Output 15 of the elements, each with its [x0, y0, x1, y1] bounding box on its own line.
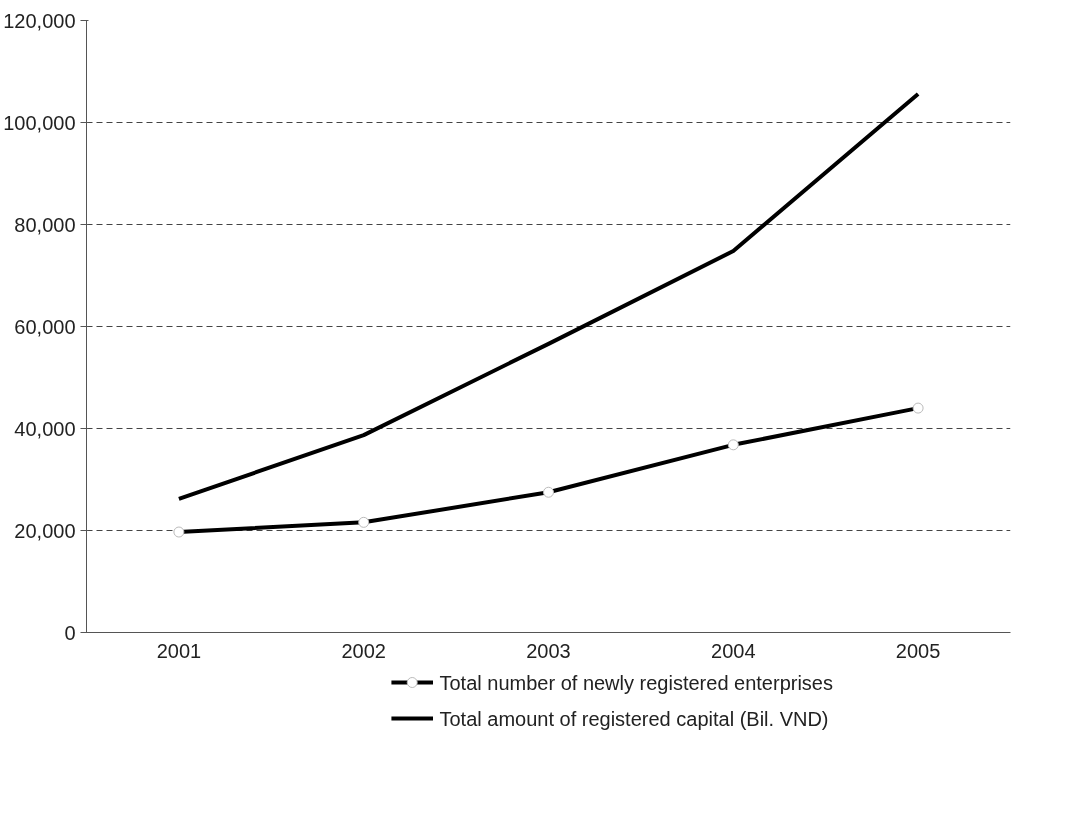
x-tick-label: 2002: [341, 639, 386, 662]
y-tick-label: 80,000: [14, 213, 76, 236]
y-tick-label: 120,000: [3, 9, 76, 32]
x-tick-label: 2004: [711, 639, 756, 662]
x-tick-label: 2005: [895, 639, 941, 662]
y-tick-label: 20,000: [14, 519, 76, 542]
x-tick-label: 2001: [156, 639, 202, 662]
legend-label: Total amount of registered capital (Bil. VND): [439, 707, 829, 730]
y-tick-label: 40,000: [14, 417, 76, 440]
x-tick-label: 2003: [526, 639, 571, 662]
y-tick-label: 100,000: [3, 111, 76, 134]
line-series: [176, 91, 921, 501]
legend-label: Total number of newly registered enterprises: [439, 671, 833, 694]
y-tick-label: 60,000: [14, 315, 76, 338]
y-tick-label: 0: [64, 621, 76, 644]
